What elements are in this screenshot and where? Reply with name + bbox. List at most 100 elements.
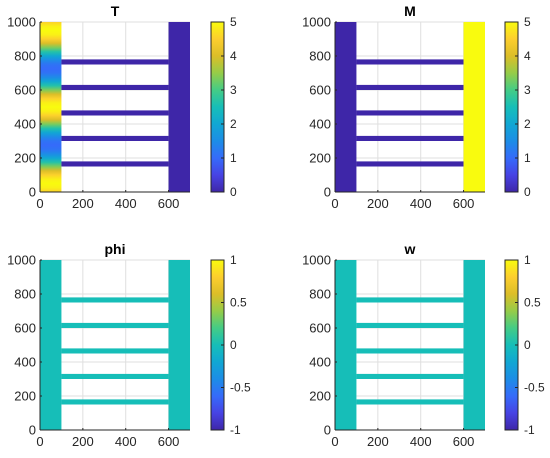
- colorbar-tick-label: 0: [230, 185, 237, 199]
- data-region: [356, 322, 464, 328]
- data-region: [356, 161, 464, 167]
- y-tick-label: 1000: [302, 15, 331, 30]
- x-tick-label: 200: [367, 196, 389, 211]
- data-region: [61, 110, 169, 116]
- data-region: [61, 161, 169, 167]
- colorbar-tick-label: 0: [524, 185, 531, 199]
- y-tick-label: 200: [309, 151, 331, 166]
- y-tick-label: 600: [14, 321, 36, 336]
- x-tick-label: 400: [410, 196, 432, 211]
- data-region: [356, 59, 464, 65]
- chart-title: phi: [105, 241, 126, 257]
- y-tick-label: 800: [14, 287, 36, 302]
- colorbar-tick-label: -1: [524, 423, 535, 437]
- data-region: [356, 110, 464, 116]
- y-tick-label: 200: [14, 389, 36, 404]
- y-tick-label: 0: [29, 185, 36, 200]
- data-region: [356, 135, 464, 141]
- x-tick-label: 400: [410, 434, 432, 449]
- x-tick-label: 600: [453, 434, 475, 449]
- x-tick-label: 0: [36, 434, 43, 449]
- data-region: [61, 135, 169, 141]
- x-tick-label: 400: [115, 434, 137, 449]
- data-region: [40, 22, 62, 192]
- data-region: [356, 399, 464, 405]
- data-region: [61, 59, 169, 65]
- data-region: [356, 348, 464, 354]
- colorbar-tick-label: -0.5: [524, 381, 545, 395]
- y-tick-label: 0: [324, 423, 331, 438]
- x-tick-label: 0: [331, 196, 338, 211]
- colorbar-tick-label: 1: [230, 253, 237, 267]
- x-tick-label: 600: [158, 434, 180, 449]
- y-tick-label: 400: [14, 355, 36, 370]
- x-tick-label: 0: [331, 434, 338, 449]
- y-tick-label: 200: [14, 151, 36, 166]
- data-region: [356, 373, 464, 379]
- y-tick-label: 1000: [7, 15, 36, 30]
- x-tick-label: 400: [115, 196, 137, 211]
- data-region: [61, 373, 169, 379]
- data-region: [61, 322, 169, 328]
- data-region: [168, 260, 190, 430]
- y-tick-label: 400: [309, 117, 331, 132]
- y-tick-label: 400: [309, 355, 331, 370]
- data-region: [61, 297, 169, 303]
- colorbar-tick-label: -0.5: [230, 381, 251, 395]
- y-tick-label: 800: [309, 49, 331, 64]
- x-tick-label: 600: [453, 196, 475, 211]
- x-tick-label: 0: [36, 196, 43, 211]
- panel-phi: 0 200 400 600 0 200 400 600 800 1000 phi -1 -0.5 0 0.5…: [7, 241, 251, 449]
- data-region: [61, 399, 169, 405]
- colorbar-tick-label: -1: [230, 423, 241, 437]
- colorbar-tick-label: 2: [230, 117, 237, 131]
- y-tick-label: 600: [309, 83, 331, 98]
- colorbar-tick-label: 5: [230, 15, 237, 29]
- data-region: [356, 297, 464, 303]
- x-tick-label: 200: [72, 434, 94, 449]
- colorbar-tick-label: 0: [230, 338, 237, 352]
- colorbar-tick-label: 2: [524, 117, 531, 131]
- panel-w: 0 200 400 600 0 200 400 600 800 1000 w -1 -0.5 0 0.5 1: [302, 241, 545, 449]
- colorbar-tick-label: 4: [524, 49, 531, 63]
- data-region: [463, 22, 485, 192]
- colorbar-tick-label: 0: [524, 338, 531, 352]
- colorbar-tick-label: 1: [230, 151, 237, 165]
- y-tick-label: 0: [29, 423, 36, 438]
- chart-title: w: [404, 241, 416, 257]
- data-region: [463, 260, 485, 430]
- colorbar-tick-label: 4: [230, 49, 237, 63]
- y-tick-label: 600: [14, 83, 36, 98]
- data-region: [40, 260, 62, 430]
- colorbar-tick-label: 0.5: [524, 296, 541, 310]
- data-region: [335, 22, 357, 192]
- y-tick-label: 200: [309, 389, 331, 404]
- x-tick-label: 200: [72, 196, 94, 211]
- colorbar-tick-label: 1: [524, 253, 531, 267]
- colorbar-tick-label: 5: [524, 15, 531, 29]
- y-tick-label: 1000: [302, 253, 331, 268]
- data-region: [61, 348, 169, 354]
- y-tick-label: 800: [309, 287, 331, 302]
- data-region: [61, 84, 169, 90]
- y-tick-label: 0: [324, 185, 331, 200]
- colorbar: [504, 21, 519, 193]
- y-tick-label: 400: [14, 117, 36, 132]
- colorbar-tick-label: 0.5: [230, 296, 247, 310]
- data-region: [356, 84, 464, 90]
- x-tick-label: 600: [158, 196, 180, 211]
- colorbar-tick-label: 3: [524, 83, 531, 97]
- chart-title: T: [111, 3, 120, 19]
- y-tick-label: 1000: [7, 253, 36, 268]
- panel-m: 0 200 400 600 0 200 400 600 800 1000 M 0 1 2 3 4 5: [302, 3, 531, 211]
- panel-t: 0 200 400 600 0 200 400 600 800 1000 T 0 1 2 3 4 5: [7, 3, 237, 211]
- chart-title: M: [404, 3, 416, 19]
- y-tick-label: 800: [14, 49, 36, 64]
- x-tick-label: 200: [367, 434, 389, 449]
- colorbar-tick-label: 1: [524, 151, 531, 165]
- data-region: [335, 260, 357, 430]
- data-region: [168, 22, 190, 192]
- colorbar: [210, 21, 225, 193]
- colorbar-tick-label: 3: [230, 83, 237, 97]
